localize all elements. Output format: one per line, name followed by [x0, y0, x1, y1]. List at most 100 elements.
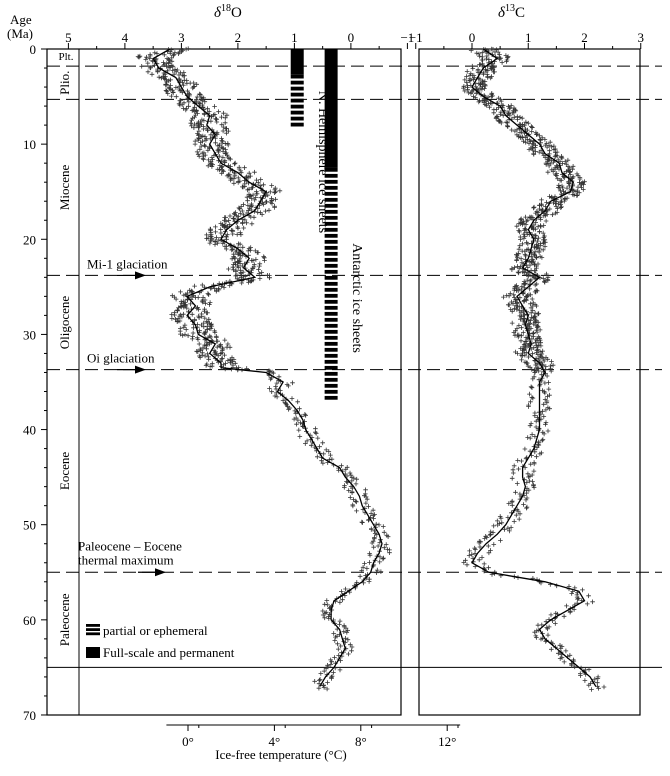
ice-bar-partial-segment — [290, 98, 304, 103]
o18-data-points — [135, 46, 392, 692]
c13-axis: −1 0 1 2 3 — [409, 30, 644, 49]
ice-bar-partial-segment — [324, 347, 338, 352]
ice-bar-partial-segment — [324, 209, 338, 214]
o18-tick-label: 5 — [65, 30, 72, 45]
o18-tick-label: 4 — [122, 30, 129, 45]
o18-curve — [152, 48, 383, 687]
y-axis-label-line2: (Ma) — [7, 26, 33, 41]
legend-partial-swatch — [86, 624, 100, 627]
ice-bar-partial-segment — [324, 389, 338, 394]
o18-tick-label: 0 — [348, 30, 355, 45]
ice-bar-full — [290, 49, 304, 75]
age-tick-label: 0 — [30, 42, 37, 57]
c13-curve — [471, 48, 597, 687]
y-axis-label-line1: Age — [10, 12, 32, 27]
event-arrow-head — [135, 365, 146, 374]
ice-bar-partial-segment — [324, 167, 338, 172]
age-tick-label: 40 — [23, 423, 36, 438]
ice-bar-partial-segment — [324, 263, 338, 268]
ice-bar-partial-segment — [324, 377, 338, 382]
ice-bar-partial-segment — [324, 179, 338, 184]
event-label-line1: Paleocene – Eocene — [78, 538, 182, 553]
event-arrow-head — [135, 271, 146, 280]
ice-bar-partial-segment — [324, 323, 338, 328]
ice-bar-partial-segment — [324, 293, 338, 298]
ice-bar-partial-segment — [324, 251, 338, 256]
temp-axis-label: Ice-free temperature (°C) — [215, 747, 347, 762]
event-lines — [47, 65, 662, 668]
ice-bar-partial-segment — [324, 395, 338, 400]
c13-tick-label: 1 — [525, 30, 532, 45]
temp-tick-label: 12° — [438, 734, 456, 749]
ice-bar-partial-segment — [324, 233, 338, 238]
c13-title-sup: 13 — [505, 3, 515, 14]
event-arrow-head — [155, 568, 166, 577]
epoch-label: Miocene — [57, 164, 72, 210]
c13-axis-title: δ13C — [498, 3, 525, 21]
c13-tick-label: −1 — [409, 30, 423, 45]
age-tick-label: 20 — [23, 232, 36, 247]
ice-bar-partial-segment — [324, 239, 338, 244]
ice-bar-partial-segment — [290, 86, 304, 91]
ice-bar-partial-segment — [324, 227, 338, 232]
c13-title-delta: δ — [498, 5, 506, 21]
event-label: Mi-1 glaciation — [87, 256, 168, 271]
o18-tick-label: 1 — [291, 30, 298, 45]
o18-title-elem: O — [231, 5, 242, 21]
smoothed-curves — [152, 48, 597, 687]
ice-bar-partial-segment — [324, 371, 338, 376]
epoch-label: Oligocene — [57, 296, 72, 350]
ice-bar-partial-segment — [324, 329, 338, 334]
o18-tick-label: −1 — [400, 30, 414, 45]
ice-bar-partial-segment — [324, 383, 338, 388]
o18-tick-label: 3 — [178, 30, 185, 45]
ice-bar-partial-segment — [290, 122, 304, 127]
ice-sheet-label: Antarctic ice sheets — [349, 243, 364, 353]
ice-bar-partial-segment — [324, 341, 338, 346]
epoch-label: Plt. — [59, 51, 74, 63]
ice-bar-partial-segment — [324, 359, 338, 364]
ice-bar-partial-segment — [290, 92, 304, 97]
ice-bar-partial-segment — [324, 275, 338, 280]
legend-full-label: Full-scale and permanent — [103, 645, 235, 660]
ice-bar-partial-segment — [324, 245, 338, 250]
epoch-labels: Plt. Plio. Miocene Oligocene Eocene Paleocene — [57, 51, 74, 646]
o18-tick-label: 2 — [235, 30, 242, 45]
event-label-line2: thermal maximum — [78, 552, 174, 567]
age-tick-label: 70 — [23, 708, 36, 723]
ice-bar-partial-segment — [324, 215, 338, 220]
c13-title-elem: C — [515, 5, 525, 21]
ice-bar-partial-segment — [324, 335, 338, 340]
ice-bar-partial-segment — [324, 203, 338, 208]
ice-bar-partial-segment — [324, 191, 338, 196]
c13-tick-label: 3 — [638, 30, 645, 45]
ice-bar-partial-segment — [324, 311, 338, 316]
event-label: Oi glaciation — [87, 351, 155, 366]
c13-tick-label: 2 — [581, 30, 588, 45]
ice-bar-partial-segment — [290, 80, 304, 85]
o18-axis: 5 4 3 2 1 0 −1 — [65, 30, 414, 49]
epoch-label: Plio. — [57, 71, 72, 95]
left-panel-frame — [46, 48, 402, 716]
ice-bar-partial-segment — [324, 269, 338, 274]
legend-partial-swatch — [86, 628, 100, 631]
ice-bar-full — [324, 49, 338, 168]
legend-partial-swatch — [86, 632, 100, 636]
ice-bar-partial-segment — [290, 110, 304, 115]
ice-bar-partial-segment — [324, 317, 338, 322]
age-tick-label: 60 — [23, 613, 36, 628]
temp-tick-label: 0° — [182, 734, 194, 749]
o18-title-delta: δ — [214, 5, 222, 21]
age-tick-label: 50 — [23, 518, 36, 533]
age-tick-label: 30 — [23, 327, 36, 342]
ice-bar-partial-segment — [290, 74, 304, 79]
right-panel-frame — [418, 48, 641, 716]
ice-bar-partial-segment — [324, 221, 338, 226]
temp-tick-label: 8° — [355, 734, 367, 749]
event-annotations: Mi-1 glaciation Oi glaciation Paleocene – … — [78, 256, 182, 577]
temp-axis: 0° 4° 8° 12° — [166, 724, 461, 749]
o18-axis-title: δ18O — [214, 3, 242, 21]
legend: partial or ephemeral Full-scale and perma… — [86, 623, 235, 660]
